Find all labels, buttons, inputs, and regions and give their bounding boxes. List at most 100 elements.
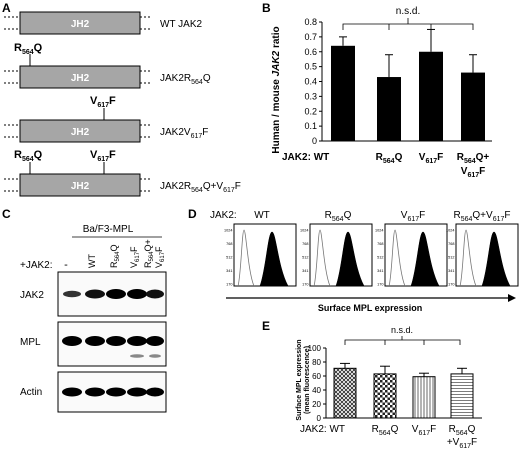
d-ytick-label: 768 <box>226 242 232 246</box>
e-ytick-label: 60 <box>312 372 321 381</box>
b-ytick-label: 0 <box>312 136 317 146</box>
panel-b: B Human / mouse JAK2 ratio 0 0.1 0.2 0.3 0.4… <box>262 1 492 179</box>
e-ytick-label: 20 <box>312 400 321 409</box>
blot-actin-bands <box>62 387 164 397</box>
panel-d-label: D <box>188 207 197 221</box>
d-ytick-label: 768 <box>377 242 383 246</box>
panel-d-xlabel: Surface MPL expression <box>318 303 422 313</box>
jh2-domain <box>19 65 141 89</box>
d-ytick-label: 512 <box>448 256 454 260</box>
stained-curve <box>335 231 365 287</box>
d-cond-v617f: V617F <box>401 210 425 223</box>
isotype-curve <box>459 229 477 287</box>
blot-label-mpl: MPL <box>20 337 41 348</box>
e-bar <box>333 367 357 419</box>
construct-name: JAK2R564Q+V617F <box>160 181 241 194</box>
d-ytick-label: 341 <box>377 269 383 273</box>
e-cat-double-line2: +V617F <box>447 437 477 450</box>
e-bar <box>450 373 474 419</box>
b-ytick-label: 0.5 <box>304 62 317 72</box>
b-cat-r564q: R564Q <box>376 152 403 165</box>
d-ytick-label: 1024 <box>300 229 308 233</box>
flow-histogram: 1024 768 512 341 170 <box>224 223 297 287</box>
panel-b-label: B <box>262 1 271 15</box>
e-cat-r564q: R564Q <box>372 424 399 437</box>
stained-curve <box>481 231 511 287</box>
d-ytick-label: 341 <box>448 269 454 273</box>
b-ytick-label: 0.1 <box>304 121 317 131</box>
b-ytick-label: 0.2 <box>304 106 317 116</box>
panel-b-x-prefix: JAK2: WT <box>282 152 329 163</box>
panel-d-histograms: 1024 768 512 341 170 1024 768 512 341 170 1024 768 5… <box>224 223 519 287</box>
d-cond-wt: WT <box>254 210 270 221</box>
lane-label-v617f: V617F <box>129 246 141 268</box>
d-ytick-label: 170 <box>226 283 232 287</box>
panel-b-significance: n.s.d. <box>342 6 474 30</box>
b-ytick-label: 0.8 <box>304 17 317 27</box>
d-ytick-label: 170 <box>302 283 308 287</box>
construct-r564q: R564Q JH2 JAK2R564Q <box>4 42 211 89</box>
flow-histogram: 1024 768 512 341 170 <box>375 223 448 287</box>
d-ytick-label: 512 <box>226 256 232 260</box>
stained-curve <box>410 231 440 287</box>
jh2-label: JH2 <box>71 181 90 192</box>
b-cat-double-line2: V617F <box>461 166 485 179</box>
isotype-curve <box>237 229 255 287</box>
lane-label-empty: - <box>64 259 68 271</box>
lane-label-r564q: R564Q <box>109 244 121 268</box>
d-ytick-label: 341 <box>302 269 308 273</box>
e-bar <box>373 373 397 419</box>
blot-label-actin: Actin <box>20 387 42 398</box>
flow-histogram: 1024 768 512 341 170 <box>300 223 373 287</box>
b-ytick-label: 0.7 <box>304 32 317 42</box>
significance-label: n.s.d. <box>396 6 420 17</box>
construct-name: WT JAK2 <box>160 19 202 30</box>
flow-histogram: 1024 768 512 341 170 <box>446 223 519 287</box>
b-ytick-label: 0.3 <box>304 91 317 101</box>
panel-d: D JAK2: WT R564Q V617F R564Q+V617F 1024 7… <box>188 207 519 313</box>
b-ytick-label: 0.4 <box>304 77 317 87</box>
jh2-label: JH2 <box>71 127 90 138</box>
lane-label-double-2: V617F <box>154 246 166 268</box>
panel-c-label: C <box>2 207 11 221</box>
significance-label: n.s.d. <box>391 325 413 335</box>
mutation-r564q-label: R564Q <box>14 149 43 163</box>
panel-e-significance: n.s.d. <box>344 325 461 345</box>
cell-line-label: Ba/F3-MPL <box>83 224 134 235</box>
d-cond-double: R564Q+V617F <box>453 210 510 223</box>
d-ytick-label: 1024 <box>224 229 232 233</box>
jak2-prefix: +JAK2: <box>20 260 53 271</box>
jh2-label: JH2 <box>71 19 90 30</box>
d-ytick-label: 768 <box>448 242 454 246</box>
stained-curve <box>259 231 289 287</box>
construct-v617f: V617F JH2 JAK2V617F <box>4 95 208 143</box>
isotype-curve <box>313 229 331 287</box>
d-ytick-label: 1024 <box>446 229 454 233</box>
panel-e-bars <box>333 362 474 419</box>
d-ytick-label: 341 <box>226 269 232 273</box>
panel-e-label: E <box>262 319 270 333</box>
panel-a-label: A <box>2 1 11 15</box>
mutation-v617f-label: V617F <box>90 149 116 163</box>
b-cat-double: R564Q+ <box>457 152 490 165</box>
jh2-domain <box>19 11 141 35</box>
construct-wt: JH2 WT JAK2 <box>4 11 202 35</box>
e-ytick-label: 80 <box>312 358 321 367</box>
e-ytick-label: 0 <box>317 414 322 423</box>
mutation-v617f-label: V617F <box>90 95 116 109</box>
b-bar <box>377 77 401 141</box>
d-ytick-label: 1024 <box>375 229 383 233</box>
e-bar <box>412 376 436 419</box>
e-ytick-label: 100 <box>308 344 322 353</box>
e-ytick-label: 40 <box>312 386 321 395</box>
b-bar <box>461 72 485 141</box>
isotype-curve <box>388 229 406 287</box>
jh2-domain <box>19 173 141 197</box>
panel-b-ylabel: Human / mouse JAK2 ratio <box>271 26 282 153</box>
panel-c: C Ba/F3-MPL +JAK2: - WT R564Q V617F R564… <box>2 207 167 413</box>
mutation-r564q-label: R564Q <box>14 42 43 56</box>
d-ytick-label: 512 <box>377 256 383 260</box>
construct-name: JAK2V617F <box>160 127 208 140</box>
construct-name: JAK2R564Q <box>160 73 211 86</box>
